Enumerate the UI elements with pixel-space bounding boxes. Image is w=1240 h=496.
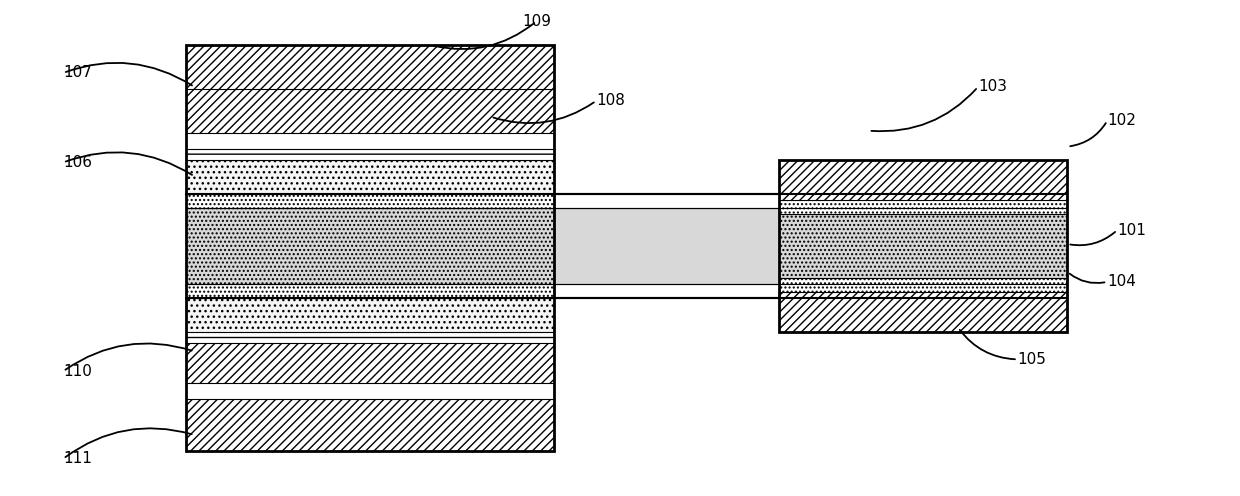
- Text: 103: 103: [978, 79, 1007, 94]
- Text: 109: 109: [522, 14, 551, 29]
- Bar: [779, 292, 1068, 331]
- Bar: [779, 161, 1068, 331]
- Bar: [186, 45, 554, 451]
- Bar: [186, 331, 554, 343]
- Bar: [554, 194, 779, 208]
- Bar: [554, 208, 779, 284]
- Bar: [186, 149, 554, 161]
- Bar: [186, 208, 554, 284]
- Bar: [779, 214, 1068, 278]
- Bar: [186, 161, 554, 194]
- Bar: [186, 399, 554, 451]
- Bar: [186, 383, 554, 399]
- Text: 107: 107: [63, 65, 92, 80]
- Bar: [186, 298, 554, 331]
- Bar: [186, 132, 554, 149]
- Text: 108: 108: [596, 93, 625, 108]
- Bar: [779, 161, 1068, 200]
- Bar: [186, 45, 554, 89]
- Bar: [186, 194, 554, 208]
- Bar: [186, 89, 554, 132]
- Bar: [186, 284, 554, 298]
- Text: 106: 106: [63, 155, 92, 170]
- Text: 104: 104: [1107, 274, 1136, 289]
- Text: 105: 105: [1018, 352, 1047, 367]
- Text: 102: 102: [1107, 113, 1136, 128]
- Text: 111: 111: [63, 451, 92, 466]
- Text: 110: 110: [63, 364, 92, 379]
- Bar: [779, 200, 1068, 214]
- Bar: [554, 284, 779, 298]
- Text: 101: 101: [1117, 223, 1146, 238]
- Bar: [186, 343, 554, 383]
- Bar: [779, 278, 1068, 292]
